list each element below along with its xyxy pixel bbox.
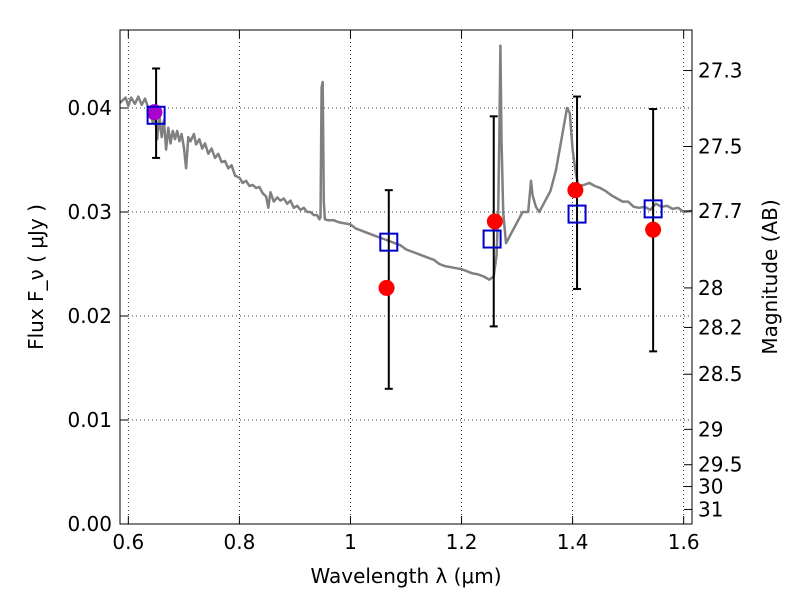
right-axis-tick-label: 29 (698, 417, 723, 441)
x-tick-label: 1 (344, 530, 357, 554)
y-tick-label: 0.04 (67, 96, 112, 120)
right-axis-tick-label: 29.5 (698, 453, 743, 477)
model-points-layer (146, 105, 663, 252)
model-flux-point (379, 232, 399, 252)
right-axis-tick-label: 28 (698, 276, 723, 300)
right-axis-label: Magnitude (AB) (758, 199, 782, 354)
x-tick-label: 0.8 (223, 530, 255, 554)
model-spectrum-layer (119, 44, 693, 281)
axis-ticks: 0.6 0.8 1 1.2 1.4 1.6 0.00 0.01 0.02 0.03 0.04 27.3… (67, 30, 743, 554)
right-axis-tick-label: 28.5 (698, 362, 743, 386)
x-tick-label: 1.2 (446, 530, 478, 554)
observed-points-layer (146, 104, 662, 296)
observed-flux-point (645, 221, 662, 238)
right-axis-tick-label: 31 (698, 497, 723, 521)
observed-flux-point (378, 279, 395, 296)
right-axis-tick-label: 27.5 (698, 134, 743, 158)
right-axis-tick-label: 28.2 (698, 315, 743, 339)
model-spectrum-line (119, 44, 693, 281)
y-tick-label: 0.03 (67, 200, 112, 224)
plot-frame (119, 29, 693, 525)
model-flux-point (567, 204, 587, 224)
model-flux-point (482, 229, 502, 249)
observed-flux-point (567, 182, 584, 199)
y-tick-label: 0.00 (67, 512, 112, 536)
model-flux-point (146, 105, 166, 125)
model-flux-point (643, 199, 663, 219)
right-axis-tick-label: 27.3 (698, 59, 743, 83)
y-tick-label: 0.02 (67, 304, 112, 328)
x-tick-label: 0.6 (112, 530, 144, 554)
y-tick-label: 0.01 (67, 408, 112, 432)
x-tick-label: 1.4 (557, 530, 589, 554)
y-axis-label: Flux F_ν ( μJy ) (24, 204, 48, 350)
right-axis-tick-label: 27.7 (698, 199, 743, 223)
x-axis-label: Wavelength λ (μm) (310, 564, 501, 588)
right-axis-tick-label: 30 (698, 475, 723, 499)
observed-flux-point (486, 213, 503, 230)
observed-flux-point (146, 104, 163, 121)
x-tick-label: 1.6 (668, 530, 700, 554)
